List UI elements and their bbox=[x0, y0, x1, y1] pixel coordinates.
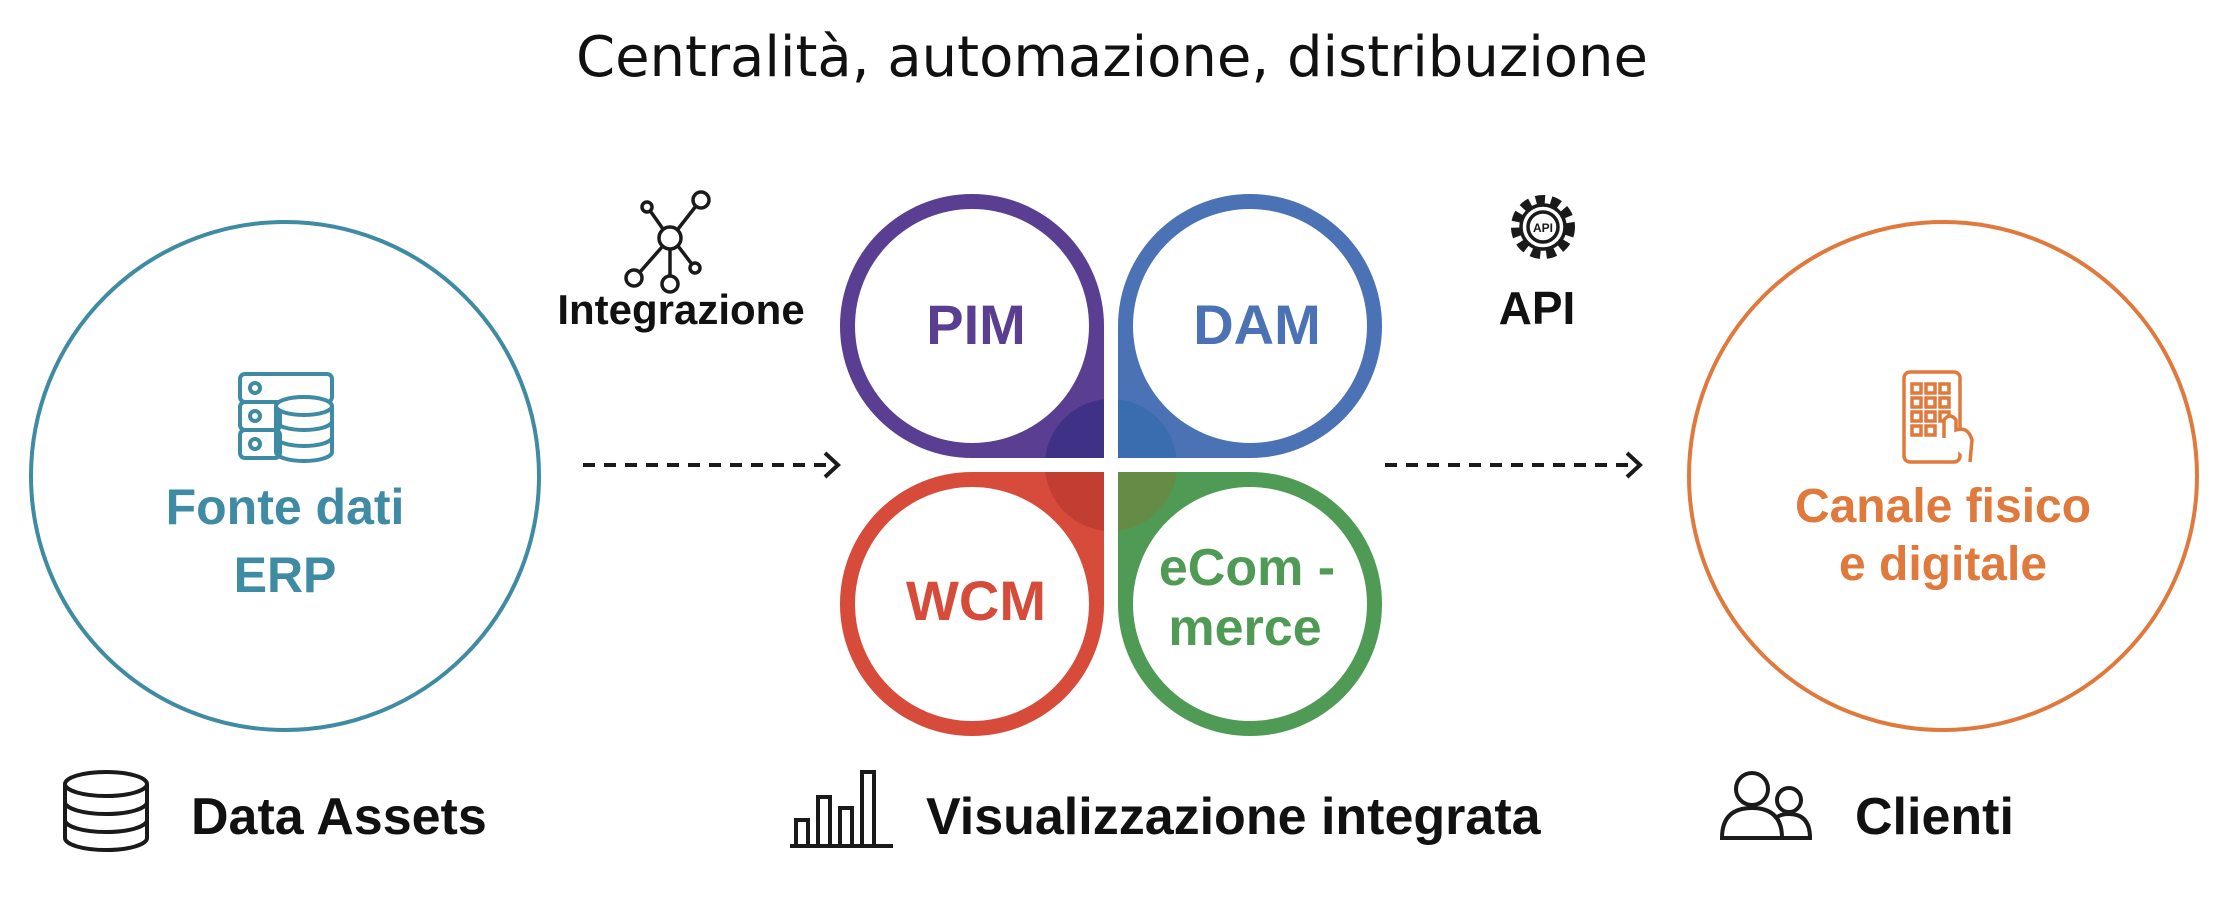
database-icon bbox=[63, 770, 149, 852]
hub-wcm: WCM bbox=[840, 472, 1104, 736]
api-gear-icon: API bbox=[1511, 195, 1575, 259]
hub-pim: PIM bbox=[840, 194, 1104, 458]
bar-chart-icon bbox=[790, 770, 893, 848]
dam-label: DAM bbox=[1193, 293, 1321, 356]
integration-label: Integrazione bbox=[557, 286, 804, 333]
smartphone-touch-icon bbox=[1902, 370, 1974, 464]
visualization-label: Visualizzazione integrata bbox=[926, 788, 1542, 846]
clients-label: Clienti bbox=[1855, 788, 2014, 846]
data-assets-label: Data Assets bbox=[191, 788, 487, 846]
channel-label-line1: Canale fisico bbox=[1795, 480, 2091, 533]
api-label: API bbox=[1499, 282, 1576, 334]
server-database-icon bbox=[238, 372, 334, 463]
pim-label: PIM bbox=[926, 293, 1026, 356]
source-label-line2: ERP bbox=[234, 547, 337, 603]
channel-node: Canale fisico e digitale bbox=[1687, 220, 2199, 732]
users-icon bbox=[1719, 771, 1813, 840]
source-node: Fonte dati ERP bbox=[29, 220, 541, 732]
hub-ecommerce: eCom - merce bbox=[1118, 472, 1382, 736]
ecommerce-label-line2: merce bbox=[1168, 599, 1321, 657]
network-hub-icon bbox=[624, 190, 711, 294]
channel-label-line2: e digitale bbox=[1839, 538, 2047, 591]
source-label-line1: Fonte dati bbox=[166, 479, 405, 535]
page-title: Centralità, automazione, distribuzione bbox=[576, 25, 1648, 90]
ecommerce-label-line1: eCom - bbox=[1159, 539, 1335, 597]
hub-dam: DAM bbox=[1118, 194, 1382, 458]
wcm-label: WCM bbox=[906, 569, 1046, 632]
svg-text:API: API bbox=[1533, 221, 1553, 235]
